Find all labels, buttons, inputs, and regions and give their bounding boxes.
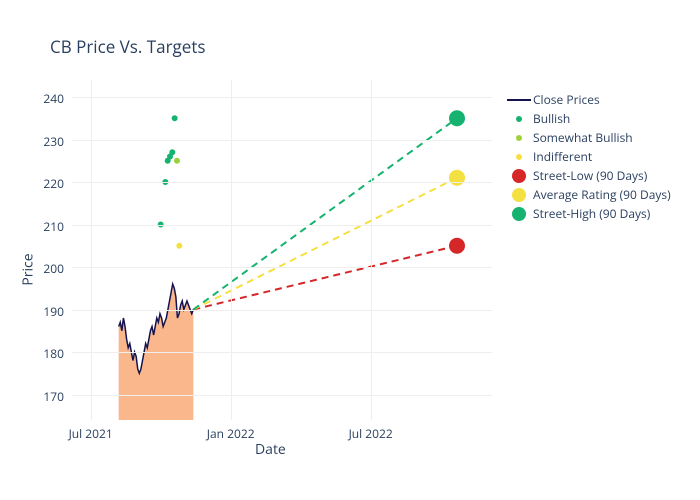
x-axis-label: Date [255, 440, 286, 459]
legend-item[interactable]: Average Rating (90 Days) [505, 185, 671, 204]
x-tick-label: Jan 2022 [207, 425, 255, 442]
projection-line-street_low [193, 246, 457, 310]
legend-item[interactable]: Somewhat Bullish [505, 128, 671, 147]
legend-label: Average Rating (90 Days) [533, 186, 671, 203]
bullish-dot [169, 149, 175, 155]
legend-label: Bullish [533, 110, 570, 127]
gridline-horizontal [72, 310, 492, 311]
legend-dot-icon [512, 188, 526, 202]
y-tick-label: 240 [34, 90, 64, 107]
gridline-horizontal [72, 352, 492, 353]
indifferent-dot [176, 243, 182, 249]
projection-line-average [193, 178, 457, 310]
projection-line-street_high [193, 118, 457, 309]
gridline-horizontal [72, 225, 492, 226]
gridline-horizontal [72, 140, 492, 141]
legend-dot-icon [516, 154, 522, 160]
legend-item[interactable]: Bullish [505, 109, 671, 128]
bullish-dot [172, 115, 178, 121]
target-marker-street_high [449, 110, 465, 126]
plot-area: 170180190200210220230240Jul 2021Jan 2022… [72, 80, 492, 420]
x-tick-label: Jul 2021 [69, 425, 113, 442]
y-tick-label: 230 [34, 133, 64, 150]
y-tick-label: 200 [34, 260, 64, 277]
legend-item[interactable]: Street-Low (90 Days) [505, 166, 671, 185]
legend-label: Street-Low (90 Days) [533, 167, 647, 184]
target-marker-average [449, 170, 465, 186]
legend-label: Street-High (90 Days) [533, 205, 650, 222]
legend-label: Somewhat Bullish [533, 129, 633, 146]
legend-label: Indifferent [533, 148, 592, 165]
legend-swatch [505, 154, 533, 160]
legend-label: Close Prices [533, 91, 600, 108]
chart-container: CB Price Vs. Targets Price Date 17018019… [0, 0, 700, 500]
gridline-horizontal [72, 267, 492, 268]
legend-swatch [505, 169, 533, 183]
gridline-vertical [91, 80, 92, 420]
legend-swatch [505, 207, 533, 221]
y-tick-label: 190 [34, 303, 64, 320]
plot-svg [72, 80, 492, 420]
gridline-vertical [231, 80, 232, 420]
chart-title: CB Price Vs. Targets [50, 35, 206, 58]
legend-dot-icon [516, 135, 522, 141]
legend-swatch [505, 99, 533, 101]
y-tick-label: 220 [34, 175, 64, 192]
x-tick-label: Jul 2022 [349, 425, 393, 442]
legend-swatch [505, 116, 533, 122]
legend-item[interactable]: Close Prices [505, 90, 671, 109]
legend-line-icon [507, 99, 531, 101]
y-tick-label: 180 [34, 345, 64, 362]
gridline-horizontal [72, 97, 492, 98]
gridline-horizontal [72, 182, 492, 183]
gridline-vertical [371, 80, 372, 420]
legend: Close Prices Bullish Somewhat Bullish Indif… [505, 90, 671, 223]
legend-swatch [505, 135, 533, 141]
legend-dot-icon [512, 169, 526, 183]
somewhat-bullish-dot [174, 158, 180, 164]
legend-swatch [505, 188, 533, 202]
y-tick-label: 210 [34, 218, 64, 235]
legend-dot-icon [512, 207, 526, 221]
target-marker-street_low [449, 238, 465, 254]
legend-dot-icon [516, 116, 522, 122]
legend-item[interactable]: Indifferent [505, 147, 671, 166]
gridline-horizontal [72, 395, 492, 396]
legend-item[interactable]: Street-High (90 Days) [505, 204, 671, 223]
y-tick-label: 170 [34, 388, 64, 405]
